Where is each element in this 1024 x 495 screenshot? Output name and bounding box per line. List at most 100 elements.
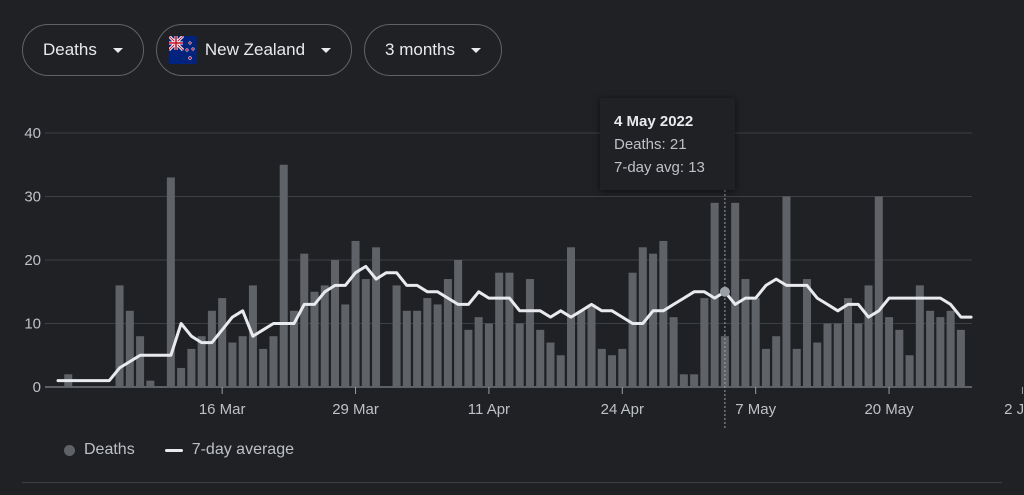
bar-deaths — [915, 285, 924, 387]
new-zealand-flag-icon — [168, 36, 197, 64]
bar-deaths — [433, 304, 442, 387]
bar-deaths — [341, 304, 350, 387]
bar-deaths — [669, 317, 678, 387]
deaths-chart[interactable]: 0 10 20 30 40 16 Mar 29 Mar 11 Apr 24 Apr 7 May 20… — [0, 90, 1024, 430]
bar-deaths — [495, 272, 504, 387]
bar-deaths — [289, 310, 298, 387]
bar-deaths — [269, 336, 278, 387]
bar-deaths — [813, 342, 822, 387]
bar-deaths — [700, 298, 709, 387]
chart-tooltip: 4 May 2022 Deaths: 21 7-day avg: 13 — [600, 98, 735, 190]
bar-deaths — [720, 336, 729, 387]
y-tick-label: 10 — [24, 316, 41, 333]
caret-down-icon — [112, 47, 123, 53]
bar-deaths — [372, 247, 381, 387]
bar-deaths — [484, 323, 493, 387]
x-tick-label: 16 Mar — [199, 401, 246, 418]
bar-deaths — [577, 310, 586, 387]
bar-deaths — [464, 329, 473, 387]
bar-legend-dot-icon — [64, 444, 75, 456]
x-tick-label: 11 Apr — [468, 401, 510, 418]
bar-deaths — [823, 323, 832, 387]
bar-deaths — [238, 336, 247, 387]
filter-bar: Deaths New Zealand 3 months — [22, 24, 502, 76]
bar-deaths — [761, 348, 770, 387]
bar-deaths — [772, 336, 781, 387]
bar-deaths — [854, 323, 863, 387]
bar-deaths — [177, 367, 186, 387]
bar-deaths — [115, 285, 124, 387]
bar-deaths — [885, 317, 894, 387]
x-tick-label: 7 May — [735, 401, 776, 418]
bar-deaths — [218, 298, 227, 387]
bar-deaths — [638, 247, 647, 387]
bar-deaths — [926, 310, 935, 387]
bar-deaths — [474, 317, 483, 387]
bar-deaths — [679, 374, 688, 387]
y-tick-label: 30 — [24, 189, 41, 206]
legend-average-label: 7-day average — [191, 441, 294, 458]
chart-legend: Deaths 7-day average — [64, 441, 294, 459]
metric-dropdown[interactable]: Deaths — [22, 24, 144, 76]
bar-deaths — [331, 260, 340, 387]
bar-deaths — [259, 348, 268, 387]
range-dropdown[interactable]: 3 months — [364, 24, 502, 76]
bar-deaths — [792, 348, 801, 387]
bar-deaths — [515, 323, 524, 387]
bar-deaths — [751, 298, 760, 387]
bar-deaths — [844, 298, 853, 387]
bar-deaths — [710, 202, 719, 387]
range-dropdown-label: 3 months — [385, 40, 455, 59]
caret-down-icon — [470, 47, 481, 53]
bar-deaths — [905, 355, 914, 387]
bar-deaths — [392, 285, 401, 387]
bar-deaths — [228, 342, 237, 387]
bar-deaths — [659, 240, 668, 387]
line-7-day-average — [56, 264, 973, 383]
bar-deaths — [320, 285, 329, 387]
tooltip-average: 7-day avg: 13 — [614, 159, 705, 176]
bar-deaths — [587, 304, 596, 387]
bar-deaths — [146, 380, 155, 387]
bar-deaths — [136, 336, 145, 387]
bar-deaths — [956, 329, 965, 387]
bar-deaths — [525, 279, 534, 387]
legend-deaths-label: Deaths — [84, 441, 135, 458]
hover-point — [719, 286, 730, 297]
bar-deaths — [351, 240, 360, 387]
x-tick-label: 24 Apr — [601, 401, 644, 418]
bar-deaths — [618, 348, 627, 387]
bottom-divider — [22, 482, 1002, 483]
bar-deaths — [936, 317, 945, 387]
tooltip-deaths: Deaths: 21 — [614, 136, 687, 153]
bar-deaths — [310, 291, 319, 387]
bar-deaths — [833, 323, 842, 387]
bar-deaths — [187, 348, 196, 387]
bar-deaths — [546, 342, 555, 387]
x-tick-label: 20 May — [864, 401, 914, 418]
bar-deaths — [207, 310, 216, 387]
bar-deaths — [361, 279, 370, 387]
bar-deaths — [597, 348, 606, 387]
bar-deaths — [402, 310, 411, 387]
bar-deaths — [741, 279, 750, 387]
bar-deaths — [279, 164, 288, 387]
y-tick-label: 20 — [24, 252, 41, 269]
x-tick-label: 2 Jun — [1004, 401, 1024, 418]
bar-deaths — [628, 272, 637, 387]
bar-deaths — [423, 298, 432, 387]
country-dropdown-label: New Zealand — [204, 40, 306, 59]
bar-deaths — [731, 202, 740, 387]
country-dropdown[interactable]: New Zealand — [155, 24, 353, 76]
bar-deaths — [125, 310, 134, 387]
tooltip-date: 4 May 2022 — [614, 113, 694, 130]
bar-deaths — [864, 285, 873, 387]
bar-deaths — [946, 310, 955, 387]
bar-deaths — [443, 279, 452, 387]
bar-deaths — [505, 272, 514, 387]
bar-deaths — [300, 253, 309, 387]
bar-deaths — [608, 355, 617, 387]
bar-deaths — [895, 329, 904, 387]
bar-deaths — [454, 260, 463, 387]
bar-deaths — [536, 329, 545, 387]
